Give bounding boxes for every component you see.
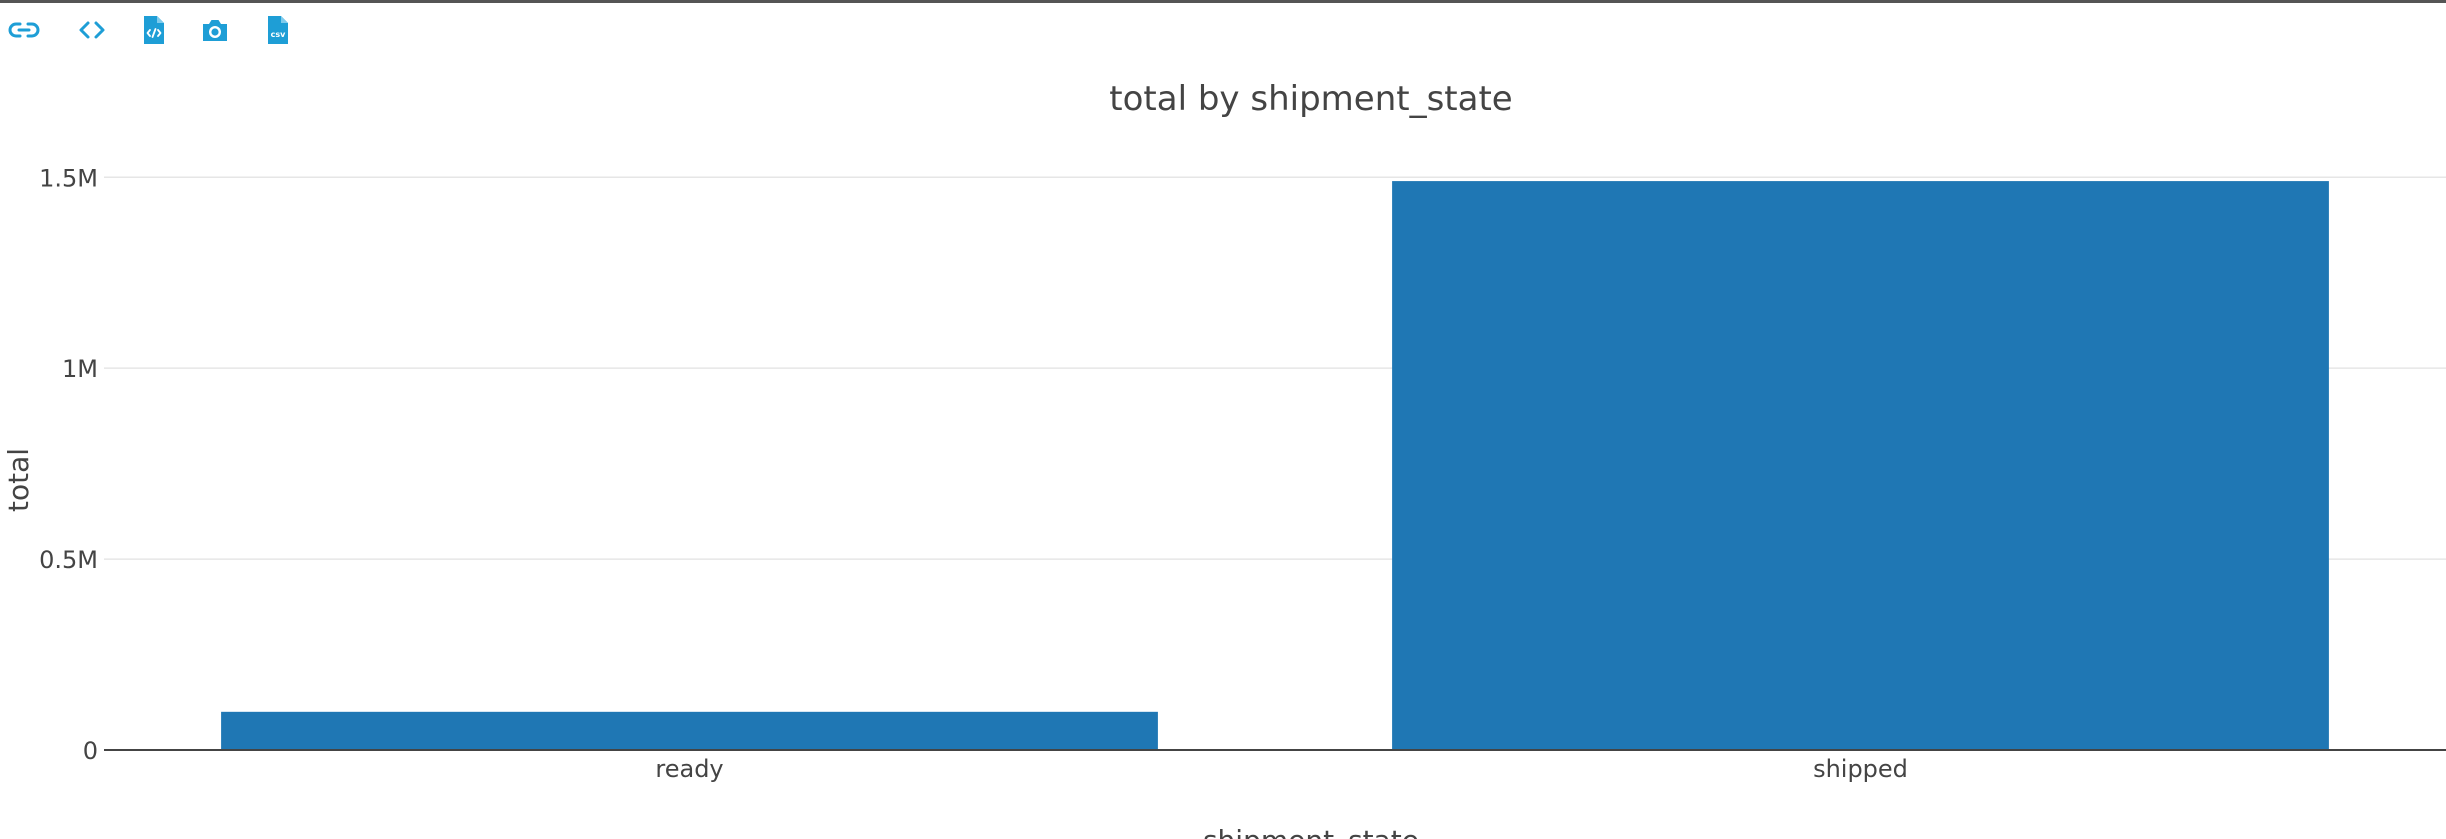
copy-link-button[interactable] <box>4 10 44 50</box>
export-csv-button[interactable]: csv <box>257 10 297 50</box>
camera-icon <box>203 20 227 41</box>
embed-code-button[interactable] <box>72 10 112 50</box>
chart-title: total by shipment_state <box>1109 79 1512 119</box>
y-tick-labels: 0 0.5M 1M 1.5M <box>39 164 98 765</box>
download-png-button[interactable] <box>195 10 235 50</box>
y-tick-label: 1.5M <box>39 164 98 192</box>
x-axis-title: shipment_state <box>1203 824 1419 839</box>
bar-ready[interactable] <box>221 711 1158 750</box>
html-file-icon <box>144 16 164 44</box>
bars <box>221 181 2329 750</box>
window-top-border <box>0 0 2446 3</box>
y-tick-label: 0.5M <box>39 546 98 574</box>
csv-badge-text: csv <box>271 30 287 39</box>
export-html-button[interactable] <box>133 10 173 50</box>
link-icon <box>8 22 40 38</box>
y-tick-label: 1M <box>62 355 98 383</box>
code-icon <box>79 21 105 39</box>
x-tick-label: shipped <box>1813 755 1908 783</box>
csv-file-icon: csv <box>268 16 288 44</box>
y-axis-title: total <box>2 448 35 512</box>
x-tick-labels: ready shipped <box>655 755 1908 783</box>
bar-shipped[interactable] <box>1392 181 2329 750</box>
x-tick-label: ready <box>655 755 723 783</box>
y-tick-label: 0 <box>83 737 98 765</box>
